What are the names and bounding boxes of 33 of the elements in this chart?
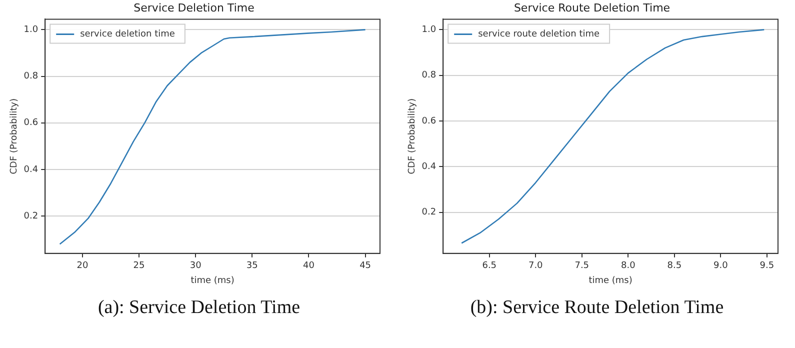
y-tick-label: 0.8	[24, 72, 38, 82]
y-tick-label: 0.2	[24, 211, 38, 222]
legend-label: service route deletion time	[478, 30, 600, 40]
y-tick-label: 0.2	[422, 208, 436, 218]
x-tick-label: 45	[360, 261, 372, 272]
x-tick-label: 20	[76, 261, 88, 272]
y-tick-label: 0.4	[24, 164, 38, 175]
x-tick-label: 9.5	[760, 261, 774, 272]
y-axis-title: CDF (Probability)	[408, 98, 418, 174]
legend-label: service deletion time	[80, 30, 176, 40]
y-tick-label: 0.6	[24, 118, 38, 128]
text: (b): Service Route Deletion Time	[470, 297, 724, 319]
y-tick-label: 0.8	[422, 70, 436, 81]
chart-title: Service Deletion Time	[134, 1, 255, 14]
chart-title: Service Route Deletion Time	[514, 1, 670, 14]
x-tick-label: 9.0	[713, 261, 728, 272]
y-tick-label: 1.0	[422, 25, 436, 36]
x-axis-title: time (ms)	[588, 276, 632, 286]
x-tick-label: 7.0	[528, 261, 544, 272]
y-axis-title: CDF (Probability)	[10, 98, 20, 174]
text: (a): Service Deletion Time	[98, 297, 300, 319]
y-tick-label: 0.4	[422, 162, 436, 172]
x-tick-label: 7.5	[574, 261, 590, 272]
x-tick-label: 8.0	[620, 261, 636, 272]
x-tick-label: 25	[133, 261, 145, 272]
y-tick-label: 0.6	[422, 116, 436, 126]
x-tick-label: 40	[302, 261, 315, 272]
y-tick-label: 1.0	[24, 25, 38, 36]
x-tick-label: 8.5	[667, 261, 682, 272]
x-tick-label: 35	[246, 261, 258, 272]
x-tick-label: 6.5	[482, 261, 497, 272]
x-axis-title: time (ms)	[190, 276, 234, 286]
x-tick-label: 30	[190, 261, 202, 272]
